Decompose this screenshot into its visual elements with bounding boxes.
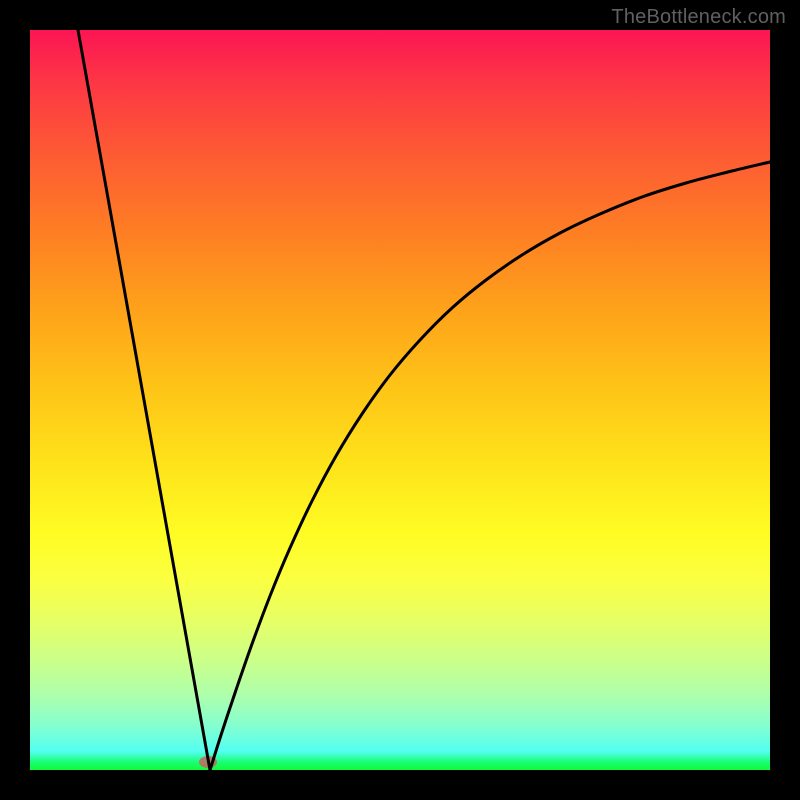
plot-area: [30, 30, 770, 770]
curve-left-branch: [78, 30, 210, 770]
bottleneck-curve: [30, 30, 770, 770]
curve-right-branch: [210, 162, 770, 770]
watermark-text: TheBottleneck.com: [611, 6, 786, 29]
